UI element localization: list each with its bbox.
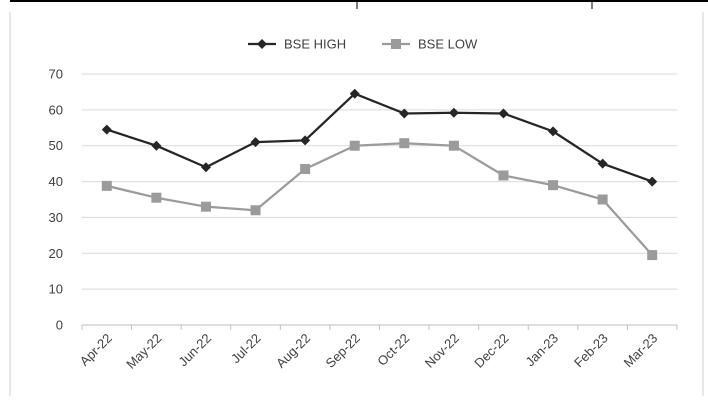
y-tick-label: 0 [56,318,63,333]
data-point-bse-high [597,158,608,169]
data-point-bse-low [200,201,211,212]
legend-label: BSE LOW [418,37,478,52]
x-tick-label: Sep-22 [323,331,363,371]
data-point-bse-low [300,164,311,175]
data-point-bse-low [349,140,360,151]
data-point-bse-high [498,108,509,119]
gridlines [82,73,677,290]
legend-item-bse-low: BSE LOW [382,37,478,52]
x-tick-label: Oct-22 [374,331,412,369]
data-point-bse-high [548,126,559,137]
data-point-bse-low [498,170,509,181]
data-point-bse-high [151,140,162,151]
x-tick-label: Apr-22 [77,331,115,369]
data-point-bse-low [548,180,559,191]
data-point-bse-high [101,124,112,135]
data-point-bse-high [300,135,311,146]
legend-swatch-marker [391,39,401,49]
y-tick-label: 40 [49,174,63,189]
series-line-bse-low [106,142,654,256]
data-point-bse-high [647,176,658,187]
x-tick-label: Jul-22 [228,331,264,367]
data-point-bse-high [399,108,410,119]
series [101,88,658,261]
axes: 0 10 20 30 40 50 60 70 Apr-22 May-22 Jun-22 Jul-22 A… [49,67,678,372]
data-point-bse-low [597,194,608,205]
data-point-bse-low [250,205,261,216]
data-point-bse-low [448,140,459,151]
series-line-bse-high [106,92,653,183]
data-point-bse-high [250,137,261,148]
legend: BSE HIGH BSE LOW [248,37,478,52]
x-tick-label: Feb-23 [571,331,611,371]
legend-item-bse-high: BSE HIGH [248,37,346,52]
y-tick-label: 30 [49,210,63,225]
data-point-bse-high [349,88,360,99]
legend-swatch-marker [257,39,267,49]
x-tick-label: May-22 [123,331,164,372]
x-tick-label: Aug-22 [273,331,313,371]
x-tick-label: Nov-22 [422,331,462,371]
x-tick-label: Mar-23 [621,331,661,371]
data-point-bse-low [647,250,658,261]
data-point-bse-low [101,180,112,191]
y-tick-label: 60 [49,102,63,117]
x-tick-label: Jan-23 [522,331,561,370]
y-tick-label: 20 [49,246,63,261]
y-tick-label: 10 [49,282,63,297]
data-point-bse-low [399,138,410,149]
legend-label: BSE HIGH [284,37,346,52]
data-point-bse-high [448,107,459,118]
x-tick-label: Dec-22 [471,331,511,371]
data-point-bse-high [200,162,211,173]
y-tick-label: 70 [49,67,63,82]
y-tick-label: 50 [49,138,63,153]
data-point-bse-low [151,192,162,203]
x-tick-label: Jun-22 [175,331,214,370]
